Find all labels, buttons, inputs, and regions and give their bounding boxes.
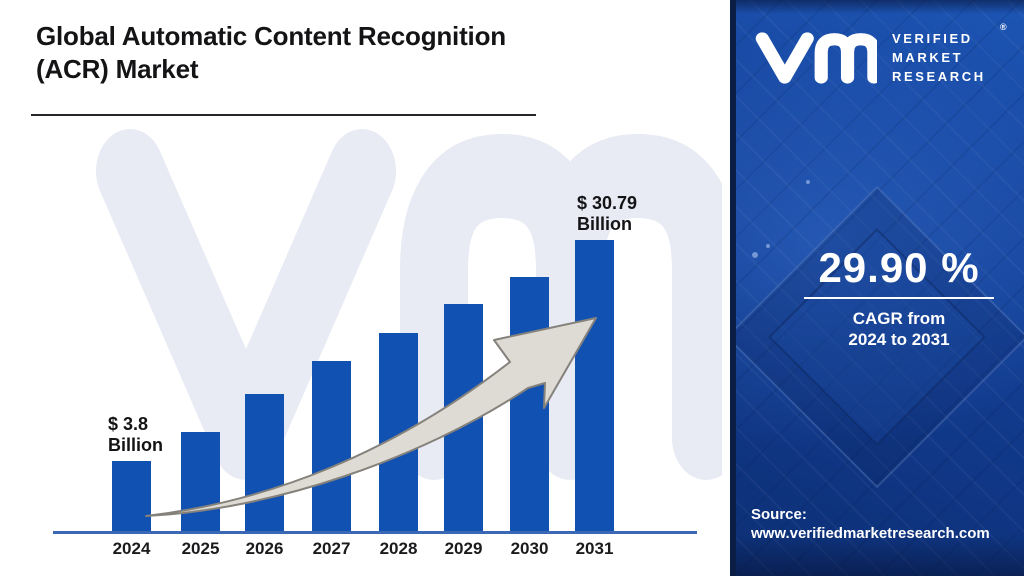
circuit-dot (766, 244, 770, 248)
bar-2026 (245, 394, 284, 533)
circuit-dot (806, 180, 810, 184)
x-axis-label-2025: 2025 (181, 539, 220, 558)
x-axis-label-2029: 2029 (444, 539, 483, 558)
page-title: Global Automatic Content Recognition (ACR… (36, 20, 596, 86)
chart-area: 2024 2025 2026 2027 2028 2029 2030 2031 $ 3.8 Bil… (53, 193, 697, 558)
brand-wordmark: VERIFIED MARKET RESEARCH (892, 29, 986, 86)
bar-2024 (112, 461, 151, 533)
page-title-line2: (ACR) Market (36, 54, 199, 84)
x-axis-label-2031: 2031 (575, 539, 614, 558)
x-axis-label-2024: 2024 (112, 539, 151, 558)
bar-2030 (510, 277, 549, 533)
cagr-caption-line2: 2024 to 2031 (848, 330, 950, 349)
value-label-2031: $ 30.79 Billion (577, 193, 638, 234)
brand-line-market: MARKET (892, 50, 964, 65)
brand-line-research: RESEARCH (892, 69, 986, 84)
source-url: www.verifiedmarketresearch.com (751, 525, 990, 542)
bar-2028 (379, 333, 418, 533)
registered-trademark-icon: ® (1000, 22, 1007, 32)
vmr-logo-icon (755, 32, 877, 84)
source-block: Source: www.verifiedmarketresearch.com (751, 505, 990, 543)
bar-2029 (444, 304, 483, 533)
chart-panel: Global Automatic Content Recognition (ACR… (31, 20, 722, 558)
source-label: Source: (751, 506, 807, 523)
brand-line-verified: VERIFIED (892, 31, 973, 46)
cagr-caption-line1: CAGR from (852, 309, 946, 328)
cagr-block: 29.90 % CAGR from 2024 to 2031 (799, 246, 999, 350)
bar-2027 (312, 361, 351, 533)
x-axis-label-2026: 2026 (245, 539, 284, 558)
x-axis-line (53, 531, 697, 534)
bar-2031 (575, 240, 614, 533)
cagr-caption: CAGR from 2024 to 2031 (799, 308, 999, 350)
cagr-underline (804, 297, 994, 299)
circuit-dot (752, 252, 758, 258)
x-axis-label-2027: 2027 (312, 539, 351, 558)
cagr-value: 29.90 % (818, 244, 980, 291)
brand-sidebar: VERIFIED MARKET RESEARCH ® 29.90 % CAGR fr… (730, 0, 1024, 576)
value-label-2024: $ 3.8 Billion (108, 414, 163, 455)
title-underline (31, 114, 536, 116)
x-axis-label-2028: 2028 (379, 539, 418, 558)
page-title-line1: Global Automatic Content Recognition (36, 21, 506, 51)
bar-2025 (181, 432, 220, 533)
x-axis-label-2030: 2030 (510, 539, 549, 558)
